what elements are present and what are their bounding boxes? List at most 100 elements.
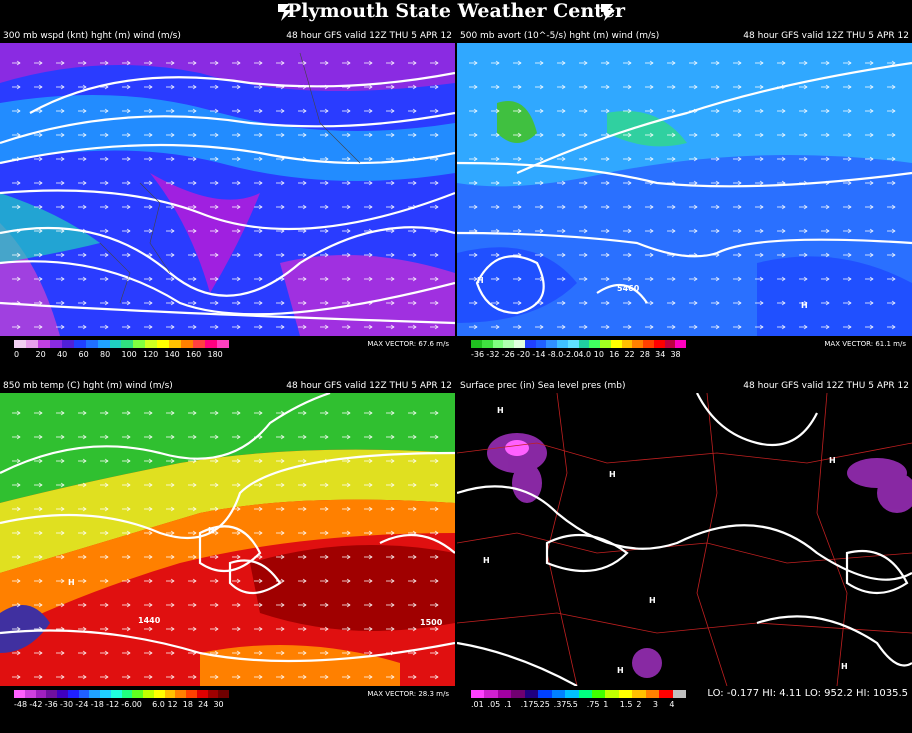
contour-label: 5460 [617,284,640,293]
colorbar-swatch [175,690,186,698]
colorbar-tick-label: 12 [167,700,178,709]
colorbar-swatch [659,690,673,698]
max-vector: MAX VECTOR: 67.6 m/s [367,340,449,348]
colorbar-tick-label: -48 [14,700,28,709]
colorbar-swatch [503,340,514,348]
colorbar-swatch [145,340,158,348]
colorbar-swatch [632,340,643,348]
colorbar-tick-label: 4 [669,700,675,709]
colorbar [14,690,229,698]
colorbar-swatch [61,340,74,348]
colorbar-tick-label: 20 [35,350,46,359]
colorbar-swatch [578,340,590,348]
colorbar-swatch [14,340,26,348]
colorbar-tick-label: 100 [121,350,137,359]
colorbar [14,340,229,348]
colorbar-swatch [484,690,498,698]
colorbar-tick-label: -24 [75,700,89,709]
colorbar-tick-label: 4.0 [578,350,592,359]
colorbar-swatch [535,340,547,348]
high-pressure-marker: H [477,276,484,285]
high-pressure-marker: H [801,301,808,310]
color-legend: 0 20 40 60 80 100 120 140 160 180 MAX VECTOR: 67.… [0,336,455,383]
colorbar-swatch [143,690,154,698]
panel-title: 500 mb avort (10^-5/s) hght (m) wind (m/… [460,31,660,41]
colorbar-swatch [35,690,47,698]
colorbar-swatch [551,690,566,698]
colorbar-swatch [14,690,25,698]
colorbar-tick-label: 16 [609,350,620,359]
colorbar-swatch [645,690,660,698]
colorbar-ticks: -36 -32 -26 -20 -14 -8.0-2.04.0 10 16 22 28 34 38 [471,350,686,359]
colorbar-tick-label: -18 [90,700,104,709]
colorbar-swatch [85,340,98,348]
panel-valid-time: 48 hour GFS valid 12Z THU 5 APR 12 [743,381,909,391]
panel-valid-time: 48 hour GFS valid 12Z THU 5 APR 12 [286,381,452,391]
colorbar-tick-label: 18 [182,700,193,709]
page-title: Plymouth State Weather Center [286,0,626,22]
colorbar-swatch [492,340,504,348]
panel-surface-precip: Surface prec (in) Sea level pres (mb) 48 … [457,380,912,733]
colorbar-ticks: 0 20 40 60 80 100 120 140 160 180 [14,350,229,359]
colorbar-tick-label: -14 [532,350,546,359]
colorbar-tick-label: 28 [639,350,650,359]
colorbar-swatch [121,690,133,698]
colorbar-tick-label: -20 [517,350,531,359]
colorbar-tick-label: 120 [143,350,159,359]
colorbar-tick-label: 1.5 [619,700,633,709]
colorbar-tick-label: -30 [60,700,74,709]
color-legend: -36 -32 -26 -20 -14 -8.0-2.04.0 10 16 22 28 34 38 M… [457,336,912,383]
colorbar-swatch [218,690,229,698]
high-pressure-marker: H [497,406,504,415]
colorbar-swatch [24,690,36,698]
colorbar-swatch [653,340,665,348]
colorbar-swatch [169,340,182,348]
colorbar-swatch [181,340,194,348]
colorbar-swatch [121,340,134,348]
colorbar-swatch [643,340,654,348]
colorbar-tick-label: 24 [198,700,209,709]
colorbar-tick-label: 30 [213,700,224,709]
colorbar-tick-label: 10 [593,350,604,359]
high-pressure-marker: H [483,556,490,565]
colorbar-swatch [514,340,525,348]
panel-500mb-vorticity: 500 mb avort (10^-5/s) hght (m) wind (m/… [457,30,912,383]
colorbar-tick-label: 140 [164,350,180,359]
colorbar-tick-label: 180 [207,350,223,359]
colorbar-swatch [471,690,485,698]
colorbar [471,690,686,698]
wind-vectors [12,60,439,330]
color-legend: -48 -42 -36 -30 -24 -18 -12 -6.00 6.0 12 18 24 30 MA… [0,686,455,733]
colorbar-swatch [157,340,170,348]
colorbar-ticks: -48 -42 -36 -30 -24 -18 -12 -6.00 6.0 12 18 24 30 [14,700,229,709]
colorbar-tick-label: 2 [636,700,642,709]
colorbar-swatch [471,340,482,348]
colorbar-tick-label: 22 [624,350,635,359]
colorbar-tick-label: .1 [504,700,512,709]
colorbar-tick-label: .5 [570,700,578,709]
colorbar-tick-label: 34 [655,350,666,359]
colorbar-swatch [78,690,90,698]
colorbar-swatch [153,690,165,698]
panel-850mb-temp: 850 mb temp (C) hght (m) wind (m/s) 48 ho… [0,380,455,733]
colorbar-tick-label: -32 [486,350,500,359]
colorbar-tick-label: -12 [106,700,120,709]
colorbar [471,340,686,348]
colorbar-swatch [207,690,219,698]
colorbar-swatch [133,340,146,348]
colorbar-swatch [524,690,539,698]
high-pressure-marker: H [609,470,616,479]
colorbar-swatch [511,690,525,698]
colorbar-tick-label: 1 [603,700,609,709]
colorbar-ticks: .01.05.1 .175.25.375.5 .75 1 1.5 2 3 4 [471,700,686,709]
max-vector: MAX VECTOR: 28.3 m/s [367,690,449,698]
colorbar-swatch [196,690,208,698]
max-vector: MAX VECTOR: 61.1 m/s [824,340,906,348]
contour-label: 1500 [420,618,443,627]
colorbar-swatch [132,690,143,698]
colorbar-tick-label: 6.0 [152,700,165,709]
colorbar-swatch [186,690,197,698]
colorbar-swatch [25,340,38,348]
panel-valid-time: 48 hour GFS valid 12Z THU 5 APR 12 [743,31,909,41]
colorbar-swatch [664,340,676,348]
